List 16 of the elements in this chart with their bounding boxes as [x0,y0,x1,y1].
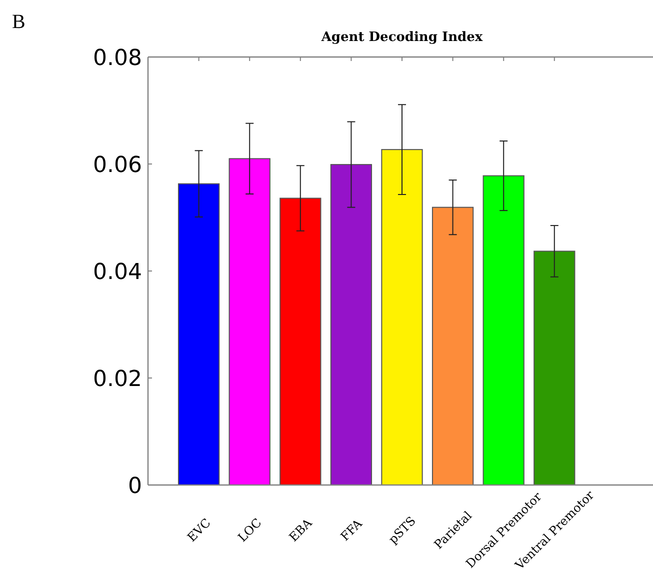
chart-title: Agent Decoding Index [320,30,483,45]
bar [534,250,576,486]
bar [432,206,474,486]
x-tick-label: FFA [338,516,366,544]
bar [381,149,423,486]
bar [330,164,372,486]
text: B [12,11,26,33]
bar [228,158,270,486]
y-tick-label: 0.08 [93,46,142,71]
y-tick-label: 0.04 [93,260,142,285]
y-tick-label: 0.02 [93,366,142,392]
bar [280,198,322,486]
bar [178,183,220,486]
y-tick-label: 0 [128,474,142,499]
bar [482,175,524,486]
y-tick-label: 0.06 [93,152,142,178]
